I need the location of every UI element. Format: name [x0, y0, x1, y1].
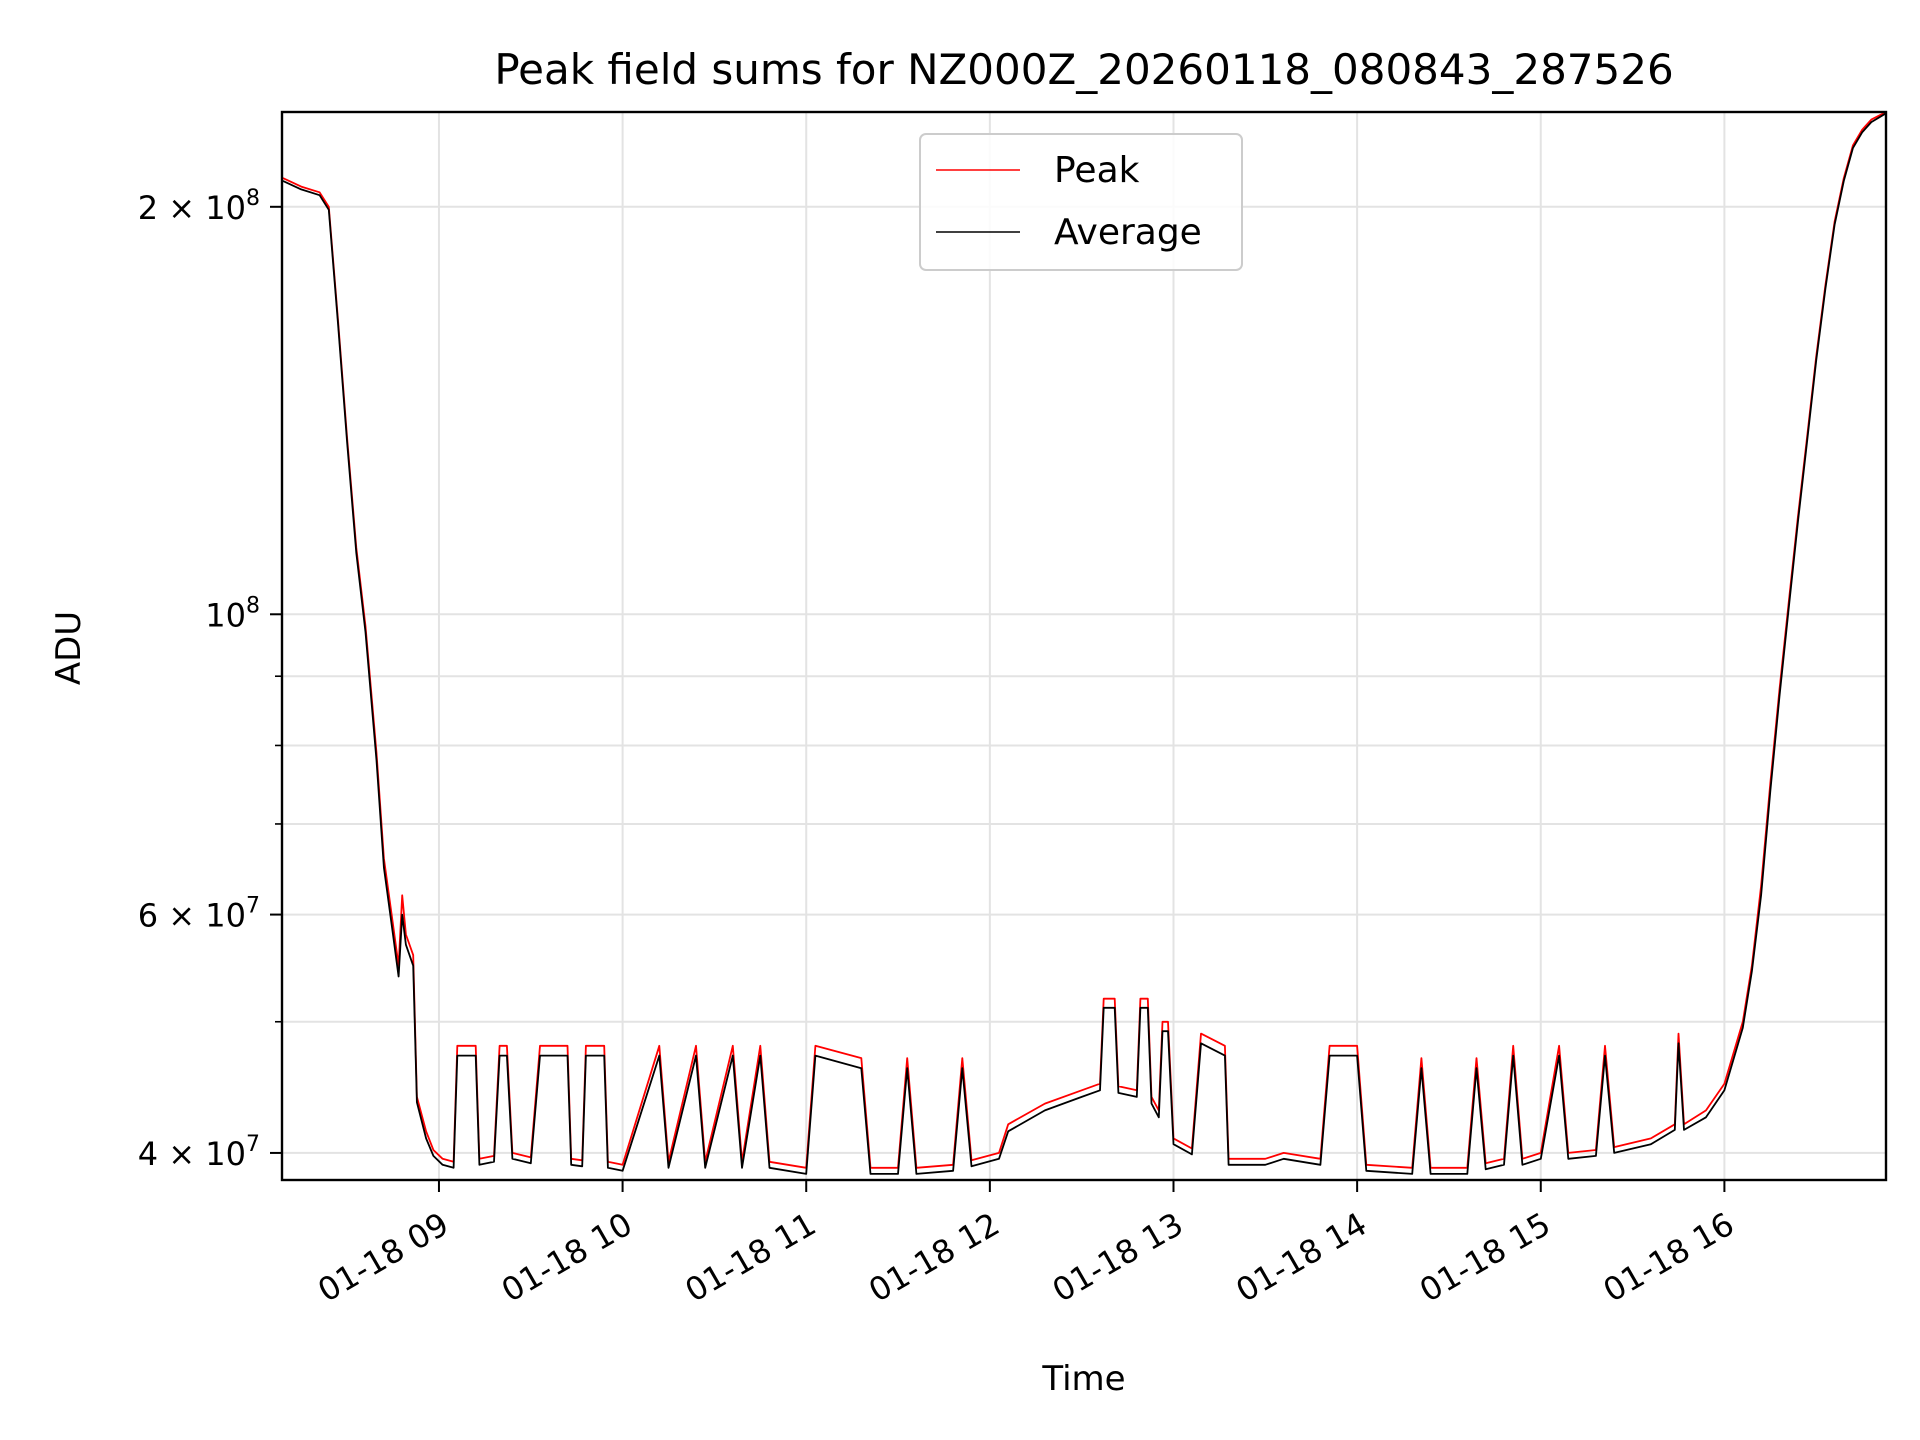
y-tick-label: 108: [205, 593, 260, 634]
legend-label-peak: Peak: [1054, 150, 1140, 191]
y-tick-exponent: 8: [246, 186, 260, 211]
plot-frame: [280, 110, 1888, 1182]
y-tick-exponent: 7: [246, 1132, 260, 1157]
y-tick-mantissa: 2 × 10: [138, 189, 246, 227]
y-tick-label: 2 × 108: [138, 186, 260, 227]
series-layer: [282, 111, 1887, 1175]
y-tick-mantissa: 4 × 10: [138, 1135, 246, 1173]
chart-title: Peak field sums for NZ000Z_20260118_0808…: [494, 45, 1673, 94]
gridlines: [282, 112, 1886, 1180]
y-tick-exponent: 7: [246, 894, 260, 919]
y-axis-title: ADU: [49, 611, 89, 685]
y-tick-exponent: 8: [246, 593, 260, 618]
series-line-average: [282, 112, 1887, 1175]
x-axis-title: Time: [1041, 1359, 1125, 1399]
legend: Peak Average: [919, 133, 1243, 271]
legend-label-average: Average: [1054, 212, 1202, 253]
y-tick-mantissa: 6 × 10: [138, 897, 246, 935]
y-tick-label: 4 × 107: [138, 1132, 260, 1173]
legend-box: [919, 133, 1243, 271]
y-tick-mantissa: 10: [205, 596, 246, 634]
y-tick-label: 6 × 107: [138, 894, 260, 935]
